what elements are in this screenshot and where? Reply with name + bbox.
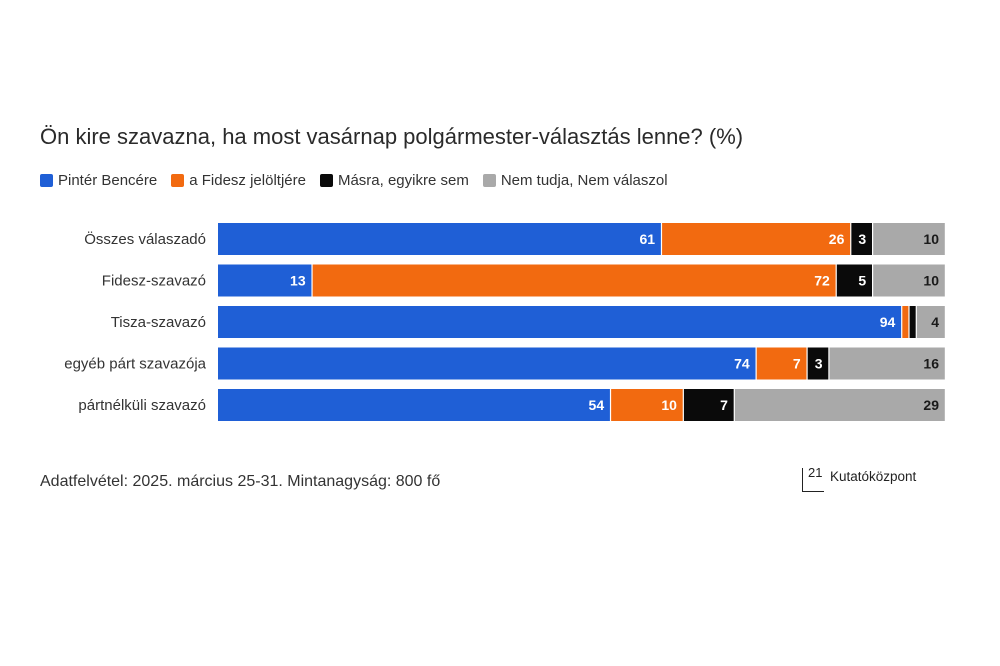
bar-osszes-valaszado-nem-tudja-nem-valaszol [873,223,945,255]
legend-swatch-fidesz [171,174,185,187]
brand-mark-icon: 21 [802,465,824,492]
legend-label-dontknow: Nem tudja, Nem válaszol [500,172,668,189]
bar-egyeb-part-szavazoja-nem-tudja-nem-valaszol [829,347,945,380]
bar-fidesz-szavazo-pinter-bencere [218,264,312,297]
bar-fidesz-szavazo-a-fidesz-jeloltjere [312,264,836,297]
value-label-partnelkuli-szavazo-nem-tudja-nem-valaszol: 29 [923,397,939,413]
bar-egyeb-part-szavazoja-pinter-bencere [218,347,756,380]
category-label-osszes-valaszado: Összes válaszadó [84,230,206,248]
bar-fidesz-szavazo-nem-tudja-nem-valaszol [873,264,945,297]
footer-note: Adatfelvétel: 2025. március 25-31. Minta… [40,473,441,490]
value-label-osszes-valaszado-pinter-bencere: 61 [640,231,656,247]
brand-logo: 21 Kutatóközpont [802,465,917,492]
value-label-tisza-szavazo-nem-tudja-nem-valaszol: 4 [931,314,939,330]
bar-partnelkuli-szavazo-pinter-bencere [218,389,610,421]
bar-partnelkuli-szavazo-a-fidesz-jeloltjere [611,389,683,421]
bar-tisza-szavazo-nem-tudja-nem-valaszol [916,306,945,338]
value-label-egyeb-part-szavazoja-a-fidesz-jeloltjere: 7 [793,356,801,372]
value-label-egyeb-part-szavazoja-pinter-bencere: 74 [734,356,750,372]
value-label-partnelkuli-szavazo-masra-egyikre-sem: 7 [720,397,728,413]
legend-item-dontknow: Nem tudja, Nem válaszol [482,172,668,189]
chart-legend: Pintér Bencére a Fidesz jelöltjére Másra… [40,172,668,189]
bar-egyeb-part-szavazoja-masra-egyikre-sem [807,347,829,380]
legend-item-fidesz: a Fidesz jelöltjére [171,172,306,189]
legend-swatch-other [319,174,333,187]
brand-name: Kutatóközpont [830,469,917,484]
bar-tisza-szavazo-a-fidesz-jeloltjere [902,306,909,338]
bar-partnelkuli-szavazo-masra-egyikre-sem [683,389,734,421]
stacked-bar-chart: Összes válaszadó 61 26 3 10 Fidesz-szavazó 13 7… [64,223,945,421]
value-label-partnelkuli-szavazo-a-fidesz-jeloltjere: 10 [661,397,677,413]
legend-label-pinter: Pintér Bencére [58,172,158,189]
legend-swatch-pinter [40,174,53,187]
value-label-egyeb-part-szavazoja-masra-egyikre-sem: 3 [815,356,823,372]
value-label-fidesz-szavazo-nem-tudja-nem-valaszol: 10 [923,273,939,289]
legend-label-other: Másra, egyikre sem [337,172,469,189]
legend-item-pinter: Pintér Bencére [40,172,157,189]
value-label-fidesz-szavazo-a-fidesz-jeloltjere: 72 [814,273,830,289]
legend-label-fidesz: a Fidesz jelöltjére [189,172,306,189]
category-label-tisza-szavazo: Tisza-szavazó [111,314,206,331]
bar-egyeb-part-szavazoja-a-fidesz-jeloltjere [756,347,807,380]
bar-tisza-szavazo-pinter-bencere [218,306,902,338]
legend-item-other: Másra, egyikre sem [319,172,469,189]
brand-number: 21 [808,465,823,480]
bar-osszes-valaszado-a-fidesz-jeloltjere [662,223,851,255]
chart-title: Ön kire szavazna, ha most vasárnap polgá… [40,124,744,149]
bar-osszes-valaszado-masra-egyikre-sem [851,223,872,255]
bar-osszes-valaszado-pinter-bencere [218,223,661,255]
bar-tisza-szavazo-masra-egyikre-sem [909,306,916,338]
value-label-osszes-valaszado-a-fidesz-jeloltjere: 26 [829,231,845,247]
value-label-tisza-szavazo-pinter-bencere: 94 [880,314,896,330]
category-label-fidesz-szavazo: Fidesz-szavazó [102,273,206,290]
category-label-partnelkuli-szavazo: pártnélküli szavazó [78,397,206,414]
value-label-fidesz-szavazo-pinter-bencere: 13 [290,273,306,289]
legend-swatch-dontknow [482,174,496,187]
value-label-osszes-valaszado-masra-egyikre-sem: 3 [858,231,866,247]
value-label-egyeb-part-szavazoja-nem-tudja-nem-valaszol: 16 [923,356,939,372]
category-label-egyeb-part-szavazoja: egyéb párt szavazója [64,356,206,373]
value-label-osszes-valaszado-nem-tudja-nem-valaszol: 10 [923,231,939,247]
value-label-fidesz-szavazo-masra-egyikre-sem: 5 [858,273,866,289]
bar-fidesz-szavazo-masra-egyikre-sem [836,264,872,297]
value-label-partnelkuli-szavazo-pinter-bencere: 54 [589,397,605,413]
bar-partnelkuli-szavazo-nem-tudja-nem-valaszol [734,389,945,421]
